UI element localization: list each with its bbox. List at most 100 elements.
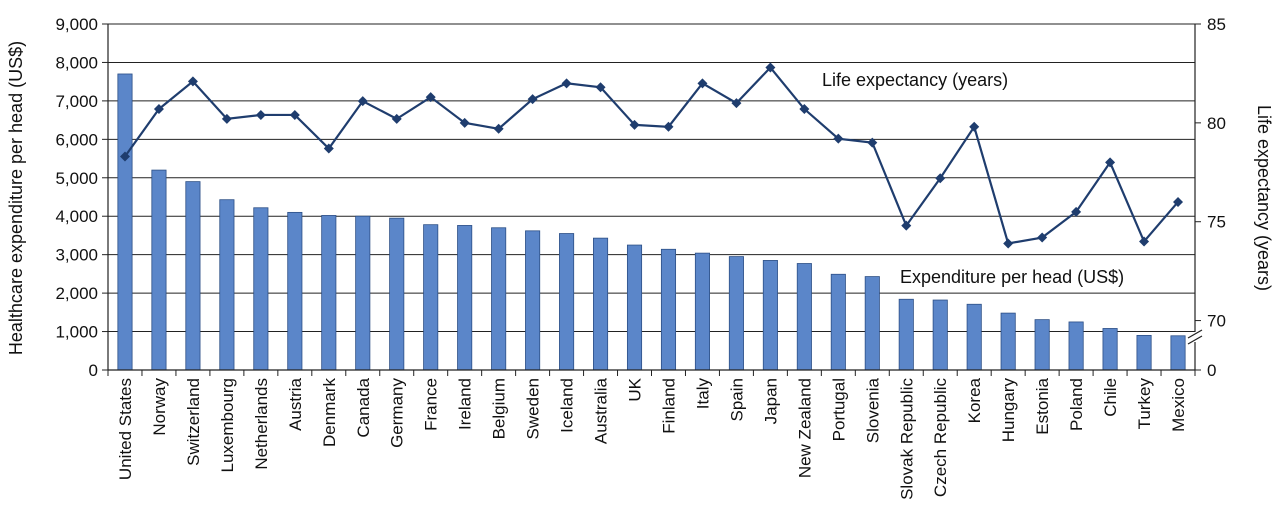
x-tick-label: Iceland <box>558 378 577 433</box>
bar <box>864 276 880 371</box>
bar <box>321 215 337 371</box>
bar <box>219 199 235 371</box>
bar <box>253 207 269 371</box>
bar <box>1000 312 1016 371</box>
life-expectancy-point <box>187 76 198 87</box>
bar <box>728 256 744 371</box>
x-tick-label: Poland <box>1067 378 1086 431</box>
life-expectancy-point <box>561 78 572 89</box>
x-tick-label: Ireland <box>456 378 475 430</box>
left-tick-label: 7,000 <box>55 92 98 111</box>
x-tick-label: Hungary <box>999 378 1018 443</box>
bar <box>1068 321 1084 371</box>
bar <box>898 298 914 371</box>
life-expectancy-point <box>697 78 708 89</box>
x-tick-label: Portugal <box>829 378 848 441</box>
left-tick-label: 1,000 <box>55 323 98 342</box>
life-expectancy-point <box>629 119 640 130</box>
line-series <box>119 62 1184 249</box>
x-tick-label: Switzerland <box>184 378 203 466</box>
bar <box>796 263 812 371</box>
bar <box>185 181 201 371</box>
life-expectancy-point <box>901 220 912 231</box>
tick-labels: 0 1,000 2,000 3,000 4,000 5,000 6,000 7,000 8,00… <box>55 15 1225 500</box>
x-tick-label: UK <box>626 377 645 401</box>
x-tick-label: Czech Republic <box>931 378 950 498</box>
life-expectancy-point <box>663 121 674 132</box>
axis-break-mark <box>1187 329 1203 339</box>
x-tick-label: Denmark <box>320 378 339 447</box>
left-tick-label: 6,000 <box>55 130 98 149</box>
x-tick-label: Korea <box>965 377 984 423</box>
x-tick-label: United States <box>116 378 135 480</box>
left-tick-label: 9,000 <box>55 15 98 34</box>
life-expectancy-point <box>1037 232 1048 243</box>
bar <box>932 299 948 371</box>
x-tick-label: Belgium <box>490 378 509 439</box>
life-expectancy-point <box>1173 196 1184 207</box>
left-tick-label: 8,000 <box>55 53 98 72</box>
axis-break-mark <box>1187 335 1203 345</box>
life-expectancy-point <box>391 113 402 124</box>
right-axis-title: Life expectancy (years) <box>1254 105 1274 291</box>
life-expectancy-point <box>289 109 300 120</box>
life-expectancy-point <box>493 123 504 134</box>
life-expectancy-point <box>323 143 334 154</box>
life-expectancy-point <box>595 82 606 93</box>
life-expectancy-point <box>765 62 776 73</box>
x-tick-label: Canada <box>354 377 373 437</box>
x-tick-label: Austria <box>286 377 305 430</box>
bar <box>830 273 846 371</box>
x-tick-label: Slovak Republic <box>897 378 916 500</box>
x-tick-label: Spain <box>727 378 746 421</box>
life-expectancy-point <box>1105 157 1116 168</box>
x-tick-label: Finland <box>659 378 678 434</box>
axes <box>102 23 1203 376</box>
x-tick-label: Italy <box>693 378 712 410</box>
life-expectancy-annotation: Life expectancy (years) <box>822 70 1008 90</box>
life-expectancy-point <box>1003 238 1014 249</box>
life-expectancy-point <box>1071 206 1082 217</box>
bar <box>117 73 133 371</box>
life-expectancy-point <box>527 94 538 105</box>
bar <box>626 244 643 371</box>
bar <box>1034 319 1050 371</box>
right-tick-label: 70 <box>1207 312 1226 331</box>
life-expectancy-point <box>867 137 878 148</box>
life-expectancy-point <box>357 96 368 107</box>
x-tick-label: Estonia <box>1033 377 1052 434</box>
bar <box>457 225 473 371</box>
bar <box>355 215 371 371</box>
life-expectancy-point <box>459 117 470 128</box>
left-tick-label: 5,000 <box>55 169 98 188</box>
bar <box>593 237 609 371</box>
life-expectancy-point <box>153 104 164 115</box>
life-expectancy-point <box>221 113 232 124</box>
bar <box>966 303 982 371</box>
bar <box>694 252 710 371</box>
x-tick-label: Netherlands <box>252 378 271 470</box>
bar <box>1102 328 1118 371</box>
life-expectancy-point <box>833 133 844 144</box>
bar <box>559 233 575 371</box>
right-tick-label: 80 <box>1207 114 1226 133</box>
x-tick-label: Slovenia <box>863 377 882 443</box>
expenditure-annotation: Expenditure per head (US$) <box>900 267 1124 287</box>
life-expectancy-point <box>731 98 742 109</box>
bar <box>389 217 405 371</box>
life-expectancy-point <box>425 92 436 103</box>
right-tick-label: 75 <box>1207 213 1226 232</box>
bar <box>151 169 167 371</box>
axis-break-gap <box>1190 332 1200 342</box>
left-tick-label: 4,000 <box>55 207 98 226</box>
life-expectancy-point <box>119 151 130 162</box>
bar <box>1136 334 1152 371</box>
life-expectancy-point <box>935 173 946 184</box>
bar <box>423 224 439 371</box>
left-tick-label: 3,000 <box>55 246 98 265</box>
left-axis-title: Healthcare expenditure per head (US$) <box>6 41 26 355</box>
life-expectancy-point <box>969 121 980 132</box>
life-expectancy-point <box>799 104 810 115</box>
